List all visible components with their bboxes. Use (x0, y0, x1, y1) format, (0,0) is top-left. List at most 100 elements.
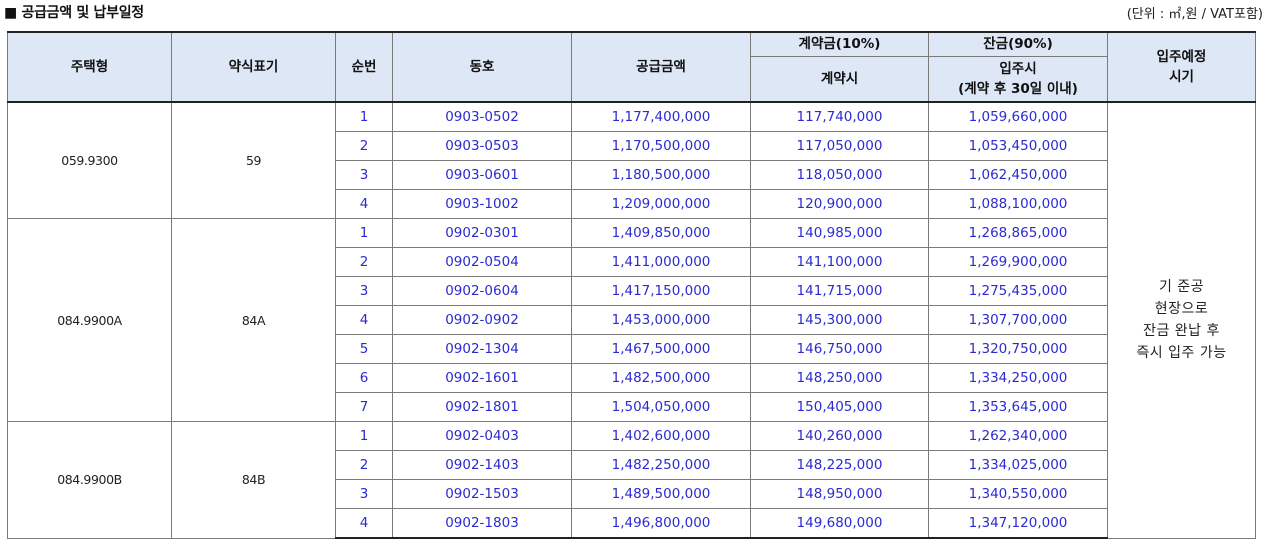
cell-price: 1,417,150,000 (571, 276, 751, 306)
cell-balance: 1,059,660,000 (928, 101, 1108, 132)
cell-price: 1,482,500,000 (571, 363, 751, 393)
header-move-in-line2: 시기 (1169, 69, 1194, 85)
table-row: 4 0902-1803 1,496,800,000 149,680,000 1,347,… (8, 508, 1256, 539)
cell-balance: 1,347,120,000 (928, 508, 1108, 539)
cell-balance: 1,268,865,000 (928, 218, 1108, 248)
cell-price: 1,180,500,000 (571, 160, 751, 190)
cell-balance: 1,275,435,000 (928, 276, 1108, 306)
cell-order: 4 (335, 508, 393, 539)
cell-balance: 1,307,700,000 (928, 305, 1108, 335)
cell-abbr: 84B (171, 421, 336, 539)
unit-note: (단위 : ㎡,원 / VAT포함) (1126, 7, 1263, 22)
table-row: 4 0903-1002 1,209,000,000 120,900,000 1,088,… (8, 189, 1256, 219)
table-row: 4 0902-0902 1,453,000,000 145,300,000 1,307,… (8, 305, 1256, 335)
table-row: 084.9900A 84A 1 0902-0301 1,409,850,000 140,9… (7, 218, 1256, 422)
cell-unit-no: 0903-0502 (392, 101, 572, 132)
cell-balance: 1,088,100,000 (928, 189, 1108, 219)
table-row: 059.9300 59 1 0903-0502 1,177,400,000 117,740… (7, 101, 1256, 539)
cell-balance: 1,320,750,000 (928, 334, 1108, 364)
cell-price: 1,489,500,000 (571, 479, 751, 509)
cell-balance: 1,262,340,000 (928, 421, 1108, 451)
cell-order: 1 (335, 218, 393, 248)
cell-unit-no: 0902-0604 (392, 276, 572, 306)
cell-type: 059.9300 (7, 101, 172, 219)
table-row: 2 0902-1403 1,482,250,000 148,225,000 1,334,… (8, 450, 1256, 480)
cell-deposit: 117,740,000 (750, 101, 929, 132)
move-in-note-line: 현장으로 (1154, 301, 1209, 318)
cell-order: 2 (335, 131, 393, 161)
cell-unit-no: 0902-1503 (392, 479, 572, 509)
page-title: ■ 공급금액 및 납부일정 (4, 5, 144, 21)
cell-order: 6 (335, 363, 393, 393)
table-row: 3 0902-1503 1,489,500,000 148,950,000 1,340,… (8, 479, 1256, 509)
cell-deposit: 148,225,000 (750, 450, 929, 480)
cell-order: 4 (335, 189, 393, 219)
cell-price: 1,170,500,000 (571, 131, 751, 161)
cell-order: 4 (335, 305, 393, 335)
cell-unit-no: 0902-1803 (392, 508, 572, 539)
cell-deposit: 150,405,000 (750, 392, 929, 422)
move-in-note-line: 즉시 입주 가능 (1136, 345, 1227, 362)
cell-deposit: 117,050,000 (750, 131, 929, 161)
header-price: 공급금액 (571, 31, 751, 103)
table-body: 059.9300 59 1 0903-0502 1,177,400,000 117,740… (7, 101, 1256, 539)
cell-deposit: 145,300,000 (750, 305, 929, 335)
cell-unit-no: 0902-0403 (392, 421, 572, 451)
cell-order: 1 (335, 421, 393, 451)
table-row: 084.9900B 84B 1 0902-0403 1,402,600,000 140,2… (7, 421, 1256, 539)
table-row: 3 0902-0604 1,417,150,000 141,715,000 1,275,… (8, 276, 1256, 306)
cell-price: 1,209,000,000 (571, 189, 751, 219)
cell-deposit: 140,260,000 (750, 421, 929, 451)
cell-price: 1,467,500,000 (571, 334, 751, 364)
header-balance-sub-line1: 입주시 (999, 60, 1037, 77)
header-balance-sub-line2: (계약 후 30일 이내) (958, 80, 1078, 97)
cell-price: 1,482,250,000 (571, 450, 751, 480)
cell-unit-no: 0903-0601 (392, 160, 572, 190)
move-in-note-line: 잔금 완납 후 (1143, 323, 1220, 340)
cell-balance: 1,334,250,000 (928, 363, 1108, 393)
cell-order: 2 (335, 450, 393, 480)
header-deposit: 계약금(10%) (750, 31, 929, 57)
cell-price: 1,496,800,000 (571, 508, 751, 539)
cell-deposit: 148,250,000 (750, 363, 929, 393)
cell-order: 1 (335, 101, 393, 132)
header-unit-no: 동호 (392, 31, 572, 103)
cell-balance: 1,353,645,000 (928, 392, 1108, 422)
header-deposit-sub: 계약시 (750, 55, 929, 103)
cell-deposit: 149,680,000 (750, 508, 929, 539)
header-abbr: 약식표기 (171, 31, 336, 103)
cell-unit-no: 0902-1601 (392, 363, 572, 393)
cell-unit-no: 0903-1002 (392, 189, 572, 219)
cell-price: 1,402,600,000 (571, 421, 751, 451)
header-balance: 잔금(90%) (928, 31, 1108, 57)
move-in-note: 기 준공 현장으로 잔금 완납 후 즉시 입주 가능 (1107, 101, 1256, 539)
cell-balance: 1,334,025,000 (928, 450, 1108, 480)
price-schedule-table: 주택형 약식표기 순번 동호 공급금액 계약금(10%) 잔금(90%) 입주예… (7, 31, 1256, 539)
cell-deposit: 120,900,000 (750, 189, 929, 219)
cell-balance: 1,340,550,000 (928, 479, 1108, 509)
cell-unit-no: 0902-1304 (392, 334, 572, 364)
header-move-in: 입주예정 시기 (1107, 31, 1256, 103)
cell-unit-no: 0902-0301 (392, 218, 572, 248)
cell-price: 1,504,050,000 (571, 392, 751, 422)
cell-abbr: 84A (171, 218, 336, 422)
cell-unit-no: 0902-0504 (392, 247, 572, 277)
table-row: 2 0902-0504 1,411,000,000 141,100,000 1,269,… (8, 247, 1256, 277)
cell-price: 1,411,000,000 (571, 247, 751, 277)
header-type: 주택형 (7, 31, 172, 103)
cell-order: 2 (335, 247, 393, 277)
cell-abbr: 59 (171, 101, 336, 219)
cell-price: 1,409,850,000 (571, 218, 751, 248)
cell-deposit: 141,100,000 (750, 247, 929, 277)
cell-order: 5 (335, 334, 393, 364)
cell-order: 3 (335, 479, 393, 509)
cell-order: 7 (335, 392, 393, 422)
cell-deposit: 118,050,000 (750, 160, 929, 190)
cell-order: 3 (335, 160, 393, 190)
table-row: 6 0902-1601 1,482,500,000 148,250,000 1,334,… (8, 363, 1256, 393)
cell-unit-no: 0902-1801 (392, 392, 572, 422)
cell-balance: 1,269,900,000 (928, 247, 1108, 277)
cell-type: 084.9900B (7, 421, 172, 539)
cell-deposit: 140,985,000 (750, 218, 929, 248)
cell-balance: 1,053,450,000 (928, 131, 1108, 161)
